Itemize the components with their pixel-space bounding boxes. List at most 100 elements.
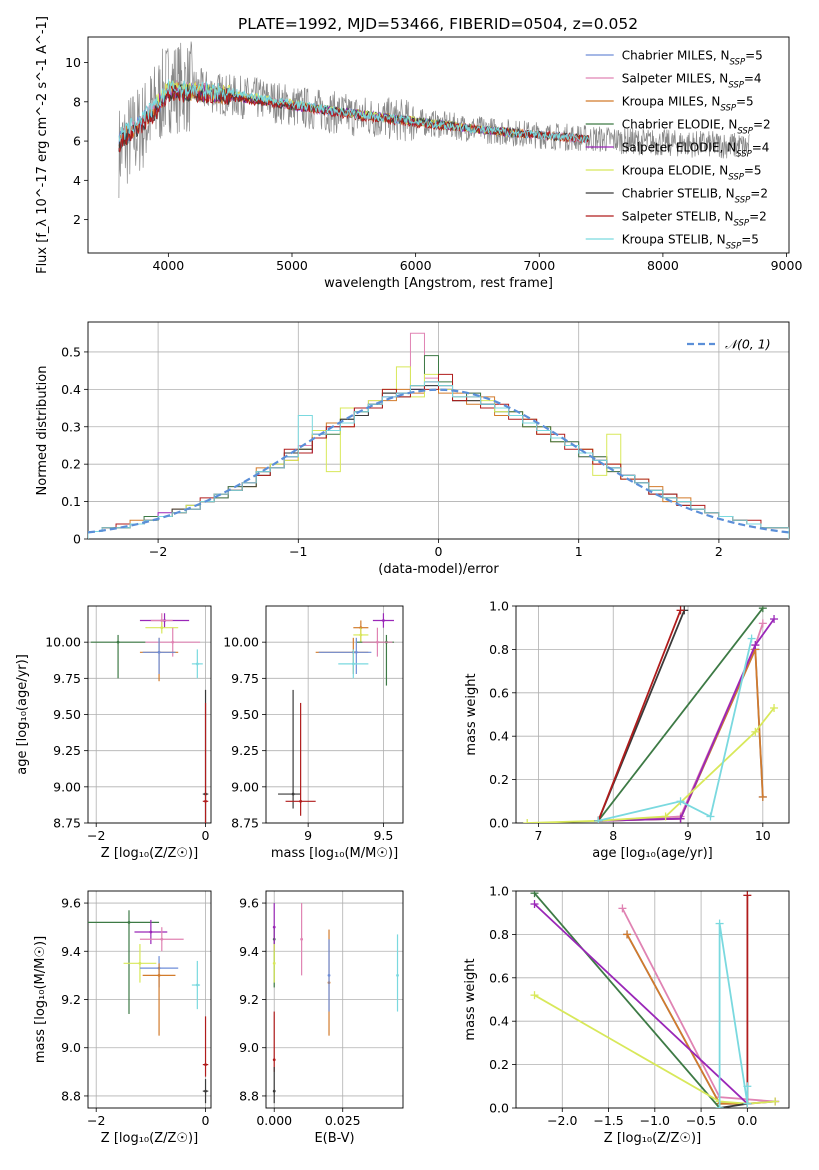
model-spectrum-kroupa-stelib [118, 79, 589, 144]
data-point [204, 1063, 207, 1066]
data-point [160, 937, 164, 941]
y-tick-label: 9.00 [53, 779, 81, 794]
mass-vs-age-panel: 9 9.5 8.75 9.00 9.25 9.50 9.75 10.00 mass [log₁₀… [223, 605, 404, 861]
weight-line-chabrier-elodie [597, 607, 764, 822]
legend-label: Salpeter MILES, NSSP=4 [622, 72, 762, 91]
y-tick-label: 0.6 [489, 970, 509, 985]
data-point [291, 792, 295, 796]
plot-frame [265, 890, 404, 1109]
ebv-vs-mass-plot-area [272, 903, 399, 1104]
y-axis-label: Normed distribution [35, 366, 50, 496]
plot-frame [87, 890, 212, 1109]
weight-line-salpeter-stelib [597, 609, 682, 822]
data-point [160, 626, 164, 630]
y-axis-label: Flux [f_λ 10^-17 erg cm^-2 s^-1 A^-1] [35, 16, 50, 274]
y-tick-label: 9.4 [61, 944, 81, 959]
x-tick-label: 9.5 [373, 828, 393, 843]
data-point [359, 633, 363, 637]
y-axis-label: mass [log₁₀(M/M☉)] [33, 936, 48, 1063]
mass-vs-age-plot-area [278, 613, 394, 816]
y-tick-label: 9.50 [53, 707, 81, 722]
plot-frame [265, 605, 404, 824]
data-point [149, 930, 153, 934]
plot-frame [515, 605, 790, 824]
y-tick-label: 6 [73, 134, 81, 149]
x-tick-label: 10 [755, 828, 771, 843]
x-tick-label: −2.0 [547, 1113, 577, 1128]
x-axis-label: E(B-V) [314, 1131, 354, 1146]
data-point [157, 650, 161, 654]
x-axis-label: Z [log₁₀(Z/Z☉)] [101, 1131, 198, 1146]
y-tick-label: 9.2 [239, 992, 259, 1007]
legend-label: Kroupa MILES, NSSP=5 [622, 95, 754, 114]
figure-title: PLATE=1992, MJD=53466, FIBERID=0504, z=0… [238, 15, 638, 33]
y-tick-label: 0.6 [489, 685, 509, 700]
y-tick-label: 8.75 [231, 816, 259, 831]
y-tick-label: 0.4 [489, 1014, 509, 1029]
x-tick-label: 9000 [771, 258, 803, 273]
x-axis-label: Z [log₁₀(Z/Z☉)] [101, 846, 198, 861]
plot-frame [87, 605, 212, 824]
y-tick-label: 0.3 [61, 419, 81, 434]
weight-vs-z-plot-area [530, 891, 780, 1108]
data-point [272, 925, 276, 929]
z-vs-mass-panel: −2 0 8.8 9.0 9.2 9.4 9.6 Z [log₁₀(Z/Z☉)] mass [l… [33, 890, 212, 1146]
y-axis-label: mass weight [464, 673, 479, 755]
y-tick-label: 0.2 [61, 457, 81, 472]
y-axis-label: mass weight [463, 958, 478, 1040]
data-point [396, 973, 399, 977]
x-axis-label: Z [log₁₀(Z/Z☉)] [604, 1131, 701, 1146]
data-point [376, 640, 379, 644]
residuals-panel: −2 −1 0 1 2 0 0.1 0.2 0.3 0.4 0.5 (data-model)/erro… [35, 321, 790, 577]
y-tick-label: 9.75 [231, 671, 259, 686]
y-tick-label: 9.75 [53, 671, 81, 686]
weight-vs-z-panel: −2.0 −1.5 −1.0 −0.5 0.0 0.0 0.2 0.4 0.6 0.8 1.0 Z [… [463, 884, 790, 1146]
weight-vs-age-plot-area [523, 606, 779, 823]
data-point [382, 619, 385, 622]
legend-label: Chabrier ELODIE, NSSP=2 [622, 118, 771, 137]
y-tick-label: 9.50 [231, 707, 259, 722]
x-axis-label: (data-model)/error [378, 562, 499, 577]
x-axis-label: mass [log₁₀(M/M☉)] [271, 846, 398, 861]
y-tick-label: 0.4 [489, 729, 509, 744]
data-point [300, 937, 304, 941]
z-vs-age-plot-area [90, 613, 209, 823]
x-tick-label: 0.025 [325, 1113, 361, 1128]
y-tick-label: 2 [73, 212, 81, 227]
y-tick-label: 10.00 [45, 635, 81, 650]
weight-line-kroupa-stelib [598, 638, 753, 822]
y-tick-label: 0.4 [61, 382, 81, 397]
y-tick-label: 10.00 [223, 635, 259, 650]
z-vs-age-panel: −2 0 8.75 9.00 9.25 9.50 9.75 10.00 Z [log₁₀(Z/Z… [15, 605, 212, 861]
plot-frame [87, 321, 790, 540]
x-tick-label: 2 [715, 544, 723, 559]
weight-vs-age-panel: 7 8 9 10 0.0 0.2 0.4 0.6 0.8 1.0 age [log₁₀(age/yr… [464, 599, 790, 861]
legend-label: Salpeter ELODIE, NSSP=4 [622, 141, 770, 160]
data-point [351, 662, 355, 666]
y-tick-label: 0.2 [489, 772, 509, 787]
x-tick-label: 6000 [400, 258, 432, 273]
spectrum-plot-area [118, 41, 750, 199]
y-tick-label: 8.8 [239, 1088, 259, 1103]
data-point [272, 1058, 276, 1062]
y-tick-label: 0.0 [489, 816, 509, 831]
y-tick-label: 9.4 [239, 944, 259, 959]
data-point [171, 640, 175, 644]
plot-frame [87, 36, 790, 254]
y-tick-label: 0.1 [61, 494, 81, 509]
y-tick-label: 9.25 [231, 743, 259, 758]
y-tick-label: 1.0 [489, 884, 509, 899]
y-tick-label: 0.8 [489, 927, 509, 942]
x-tick-label: −2 [149, 544, 167, 559]
weight-line-kroupa-elodie [534, 994, 776, 1105]
x-tick-label: −1.0 [640, 1113, 670, 1128]
x-tick-label: 7 [534, 828, 542, 843]
y-tick-label: 0 [73, 532, 81, 547]
x-tick-label: 0 [202, 828, 210, 843]
data-point [204, 1089, 207, 1093]
x-tick-label: 0.0 [737, 1113, 757, 1128]
legend-label: Chabrier STELIB, NSSP=2 [622, 187, 768, 206]
normal-curve-line [88, 388, 789, 534]
